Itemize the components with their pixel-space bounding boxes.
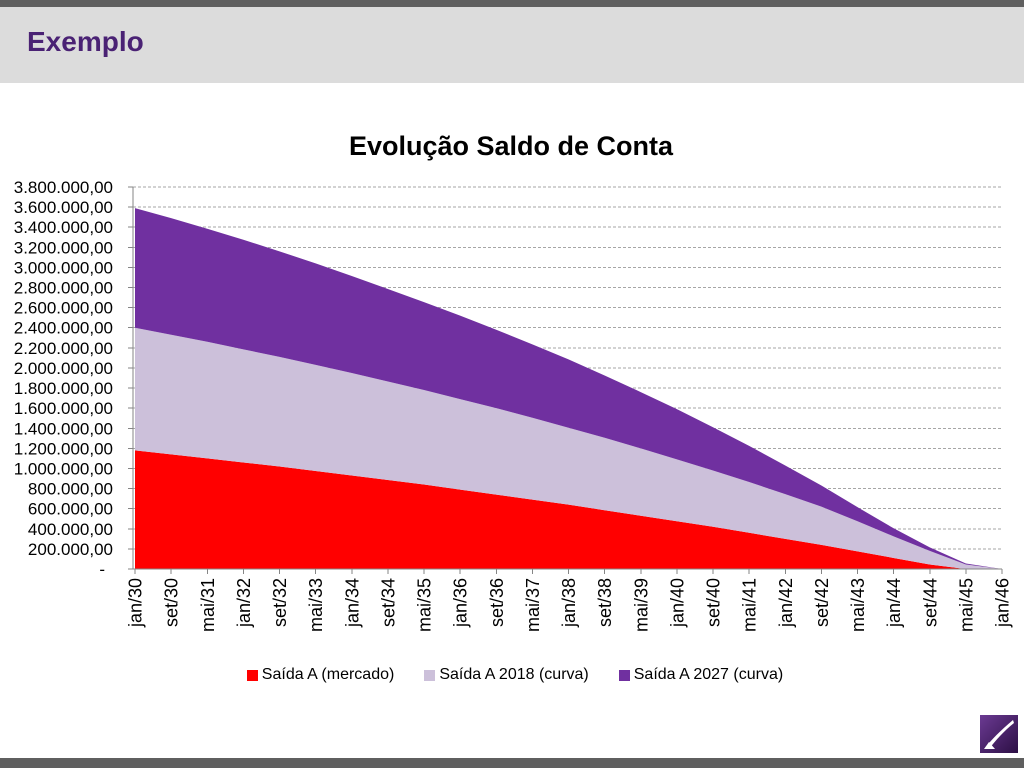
x-tick-label: mai/35 — [415, 578, 435, 632]
series-area-saida-a-2027-curva — [135, 208, 1002, 570]
x-tick-label: jan/44 — [884, 578, 904, 628]
y-tick-label: 800.000,00 — [28, 480, 113, 499]
legend-swatch — [424, 669, 436, 681]
legend-swatch — [246, 669, 258, 681]
y-tick-label: 2.400.000,00 — [14, 319, 113, 338]
logo — [980, 715, 1018, 753]
x-tick-label: jan/32 — [234, 578, 254, 628]
x-tick-label: mai/31 — [198, 578, 218, 632]
y-tick-label: 3.200.000,00 — [14, 238, 113, 257]
y-tick-label: 1.200.000,00 — [14, 439, 113, 458]
legend-label: Saída A (mercado) — [261, 666, 395, 683]
x-tick-label: jan/46 — [993, 578, 1013, 628]
x-tick-label: set/42 — [812, 578, 832, 627]
x-tick-label: mai/43 — [848, 578, 868, 632]
x-tick-label: jan/38 — [559, 578, 579, 628]
y-tick-label: 600.000,00 — [28, 500, 113, 519]
legend-swatch — [618, 669, 630, 681]
y-tick-label: 1.000.000,00 — [14, 459, 113, 478]
x-tick-label: jan/36 — [451, 578, 471, 628]
x-tick-label: jan/30 — [126, 578, 146, 628]
series-area-saida-a-mercado — [135, 450, 1002, 569]
x-tick-label: mai/45 — [956, 578, 976, 632]
y-tick-label: 3.800.000,00 — [14, 178, 113, 197]
x-tick-label: mai/39 — [631, 578, 651, 632]
x-tick-label: jan/42 — [776, 578, 796, 628]
series-areas — [135, 208, 1002, 570]
header-band — [0, 7, 1024, 83]
x-tick-label: jan/34 — [342, 578, 362, 628]
x-tick-label: mai/37 — [523, 578, 543, 632]
legend-item-saida-a-2027-curva: Saída A 2027 (curva) — [618, 665, 784, 685]
legend-item-saida-a-2018-curva: Saída A 2018 (curva) — [424, 665, 589, 685]
x-tick-label: set/36 — [487, 578, 507, 627]
y-tick-label: 2.800.000,00 — [14, 279, 113, 298]
top-border-bar — [0, 0, 1024, 7]
series-area-saida-a-2018-curva — [135, 327, 1002, 569]
x-tick-label: set/30 — [162, 578, 182, 627]
legend-label: Saída A 2018 (curva) — [439, 666, 589, 683]
x-tick-label: jan/40 — [667, 578, 687, 628]
x-tick-label: set/34 — [378, 578, 398, 627]
y-tick-label: 2.000.000,00 — [14, 359, 113, 378]
y-tick-label: 1.400.000,00 — [14, 419, 113, 438]
y-tick-label: 3.000.000,00 — [14, 258, 113, 277]
bottom-border-bar — [0, 758, 1024, 768]
x-tick-label: mai/33 — [306, 578, 326, 632]
legend-label: Saída A 2027 (curva) — [633, 666, 784, 683]
y-tick-label: 3.600.000,00 — [14, 198, 113, 217]
x-axis: jan/30 set/30 mai/31 jan/32 set/32 mai/33 jan/… — [126, 568, 1013, 632]
legend: Saída A (mercado) Saída A 2018 (curva) Saí… — [6, 665, 1024, 685]
y-tick-label: 1.800.000,00 — [14, 379, 113, 398]
page-title: Exemplo — [27, 26, 144, 57]
x-tick-label: set/32 — [270, 578, 290, 627]
y-axis: -200.000,00400.000,00600.000,00800.000,0… — [14, 178, 134, 579]
y-tick-label: 1.600.000,00 — [14, 399, 113, 418]
x-tick-label: set/38 — [595, 578, 615, 627]
y-tick-label: 3.400.000,00 — [14, 218, 113, 237]
y-tick-label: 2.200.000,00 — [14, 339, 113, 358]
chart-title: Evolução Saldo de Conta — [348, 131, 674, 161]
y-tick-label: 200.000,00 — [28, 540, 113, 559]
x-tick-label: set/44 — [920, 578, 940, 627]
y-tick-label: 400.000,00 — [28, 520, 113, 539]
y-tick-label: 2.600.000,00 — [14, 299, 113, 318]
y-tick-label: - — [99, 560, 105, 579]
legend-item-saida-a-mercado: Saída A (mercado) — [246, 665, 395, 685]
x-tick-label: mai/41 — [740, 578, 760, 632]
x-tick-label: set/40 — [704, 578, 724, 627]
